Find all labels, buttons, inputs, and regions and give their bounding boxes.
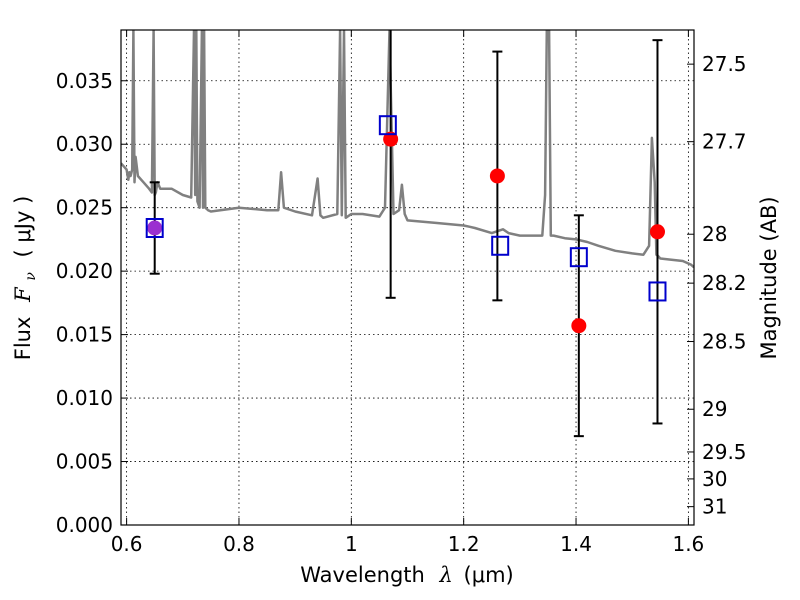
y2-tick-label: 27.5 — [702, 52, 747, 76]
synthetic-point — [378, 115, 397, 136]
y-tick-label: 0.030 — [56, 132, 113, 156]
y2-tick-label: 27.7 — [702, 130, 747, 154]
observed-point — [147, 220, 163, 236]
y-tick-label: 0.015 — [56, 323, 113, 347]
x-tick-label: 1.2 — [448, 532, 480, 556]
observed-point — [649, 224, 665, 240]
y-tick-label: 0.010 — [56, 386, 113, 410]
y2-tick-label: 29.5 — [702, 440, 747, 464]
x-tick-label: 1.6 — [672, 532, 704, 556]
x-tick-label: 1 — [345, 532, 358, 556]
y-tick-label: 0.025 — [56, 196, 113, 220]
y-tick-label: 0.020 — [56, 259, 113, 283]
x-tick-label: 0.6 — [111, 532, 143, 556]
x-axis-ticks: 0.6 0.8 1 1.2 1.4 1.6 — [111, 30, 704, 556]
y2-tick-label: 29 — [702, 397, 727, 421]
y2-tick-label: 31 — [702, 495, 727, 519]
x-axis-title: Wavelength λ (μm) — [300, 563, 513, 587]
observed-point — [489, 168, 505, 184]
y-tick-label: 0.035 — [56, 69, 113, 93]
y-axis-title-prefix: Flux — [11, 317, 35, 361]
y-axis-title: Flux F ν ( μJy ) — [11, 196, 40, 361]
y-axis-title-subscript: ν — [23, 272, 39, 281]
observed-point — [571, 318, 587, 334]
synthetic-point — [648, 281, 667, 302]
y2-tick-label: 30 — [702, 467, 727, 491]
x-tick-label: 0.8 — [223, 532, 255, 556]
y-axis-title-symbol: F — [11, 286, 35, 303]
x-tick-label: 1.4 — [560, 532, 592, 556]
plot-frame — [120, 29, 695, 526]
x-axis-title-prefix: Wavelength — [300, 563, 425, 587]
y2-axis-ticks: 27.5 27.7 28 28.2 28.5 29 29.5 30 31 — [687, 52, 747, 519]
y-tick-label: 0.005 — [56, 450, 113, 474]
y-tick-label: 0.000 — [56, 513, 113, 537]
x-axis-title-unit: (μm) — [464, 563, 514, 587]
synthetic-points — [145, 115, 667, 302]
observed-points — [147, 131, 665, 334]
y-axis-ticks: 0.000 0.005 0.010 0.015 0.020 0.025 0.030 0.035 — [56, 69, 128, 537]
synthetic-point — [491, 235, 510, 256]
synthetic-point — [145, 218, 164, 238]
y-axis-title-unit: ( μJy ) — [11, 196, 35, 258]
y2-tick-label: 28.5 — [702, 330, 747, 354]
observed-point — [383, 131, 399, 147]
y2-axis-title: Magnitude (AB) — [757, 196, 781, 359]
synthetic-point — [569, 247, 588, 268]
x-axis-title-symbol: λ — [439, 563, 453, 587]
y2-tick-label: 28 — [702, 222, 727, 246]
y2-tick-label: 28.2 — [702, 271, 747, 295]
plot-area — [121, 30, 694, 438]
